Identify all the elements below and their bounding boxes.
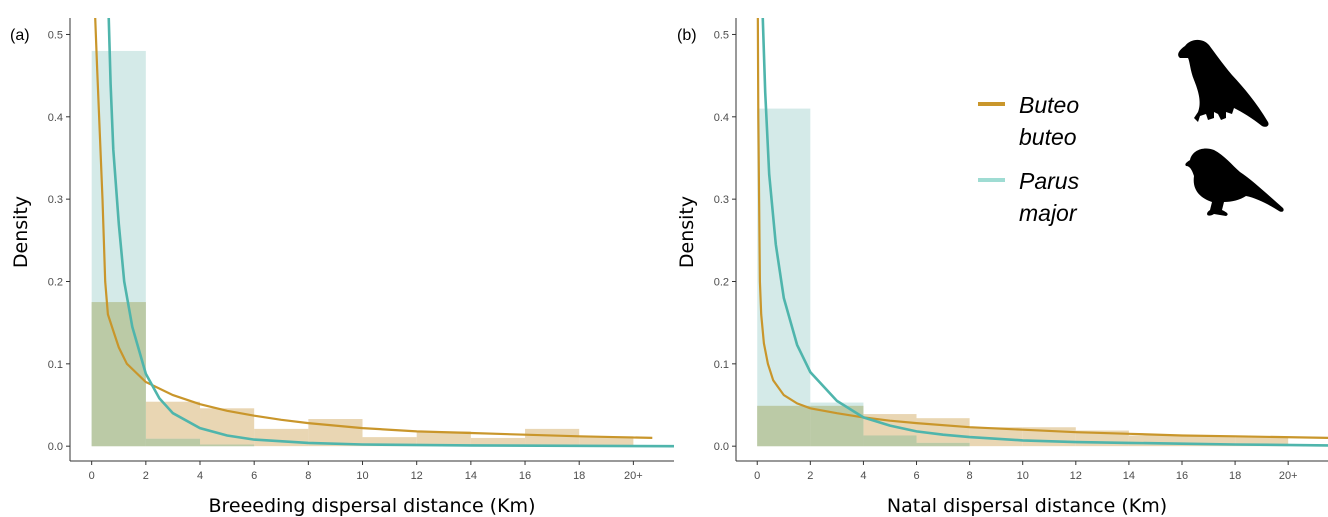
panel-label-a: (a) <box>10 27 30 44</box>
bar-buteo-a-9 <box>579 436 634 447</box>
x-tick-label-a-9: 18 <box>573 470 585 482</box>
density-line-buteo-a <box>94 18 653 439</box>
x-tick-label-b-2: 4 <box>860 470 866 482</box>
legend-label-parus-line1: Parus <box>1019 168 1080 194</box>
panel-label-b: (b) <box>677 27 697 44</box>
x-tick-label-a-5: 10 <box>356 470 368 482</box>
bar-parus-b-0 <box>757 108 811 447</box>
bar-buteo-a-7 <box>470 437 526 447</box>
x-tick-label-b-4: 8 <box>967 470 973 482</box>
bar-buteo-b-8 <box>1181 435 1236 447</box>
bar-overlap-a-2 <box>200 444 255 447</box>
x-tick-label-b-6: 12 <box>1070 470 1082 482</box>
bar-overlap-b-2 <box>863 435 917 447</box>
bar-overlap-a-1 <box>145 438 201 447</box>
legend-label-buteo-line2: buteo <box>1019 124 1077 150</box>
x-tick-label-b-5: 10 <box>1017 470 1029 482</box>
y-tick-label-a-2: 0.2 <box>48 276 63 288</box>
density-line-parus-b <box>761 18 1328 447</box>
y-tick-label-a-4: 0.4 <box>48 112 63 124</box>
y-axis-title-b: Density <box>676 196 698 268</box>
x-tick-label-a-4: 8 <box>305 470 311 482</box>
density-curves-a <box>94 18 674 448</box>
y-axis-title-a: Density <box>10 196 32 268</box>
hawk-silhouette-icon <box>1178 39 1269 127</box>
y-tick-label-b-1: 0.1 <box>714 359 729 371</box>
bar-buteo-a-6 <box>416 431 471 447</box>
panel-b: (b) 0.0 0.1 0.2 0.3 0.4 0.5 0 2 4 6 8 10 12 14 16 18 20+… <box>676 18 1328 517</box>
bar-buteo-a-5 <box>362 437 417 447</box>
bar-overlap-b-0 <box>757 405 811 447</box>
bar-overlap-b-3 <box>916 442 970 447</box>
y-tick-label-a-5: 0.5 <box>48 29 63 41</box>
legend-label-buteo-line1: Buteo <box>1019 92 1079 118</box>
histogram-bars-a <box>91 50 634 447</box>
y-tick-label-b-3: 0.3 <box>714 194 729 206</box>
density-curves-b <box>756 18 1328 447</box>
x-axis-title-a: Breeeding dispersal distance (Km) <box>209 495 536 517</box>
axes-b: 0.0 0.1 0.2 0.3 0.4 0.5 0 2 4 6 8 10 12 14 16 18 20+ <box>714 18 1328 482</box>
panel-a: (a) 0.0 0.1 0.2 0.3 0.4 0.5 0 2 4 6 8 10 12 14 16 18 20+… <box>10 18 674 517</box>
x-tick-label-a-1: 2 <box>143 470 149 482</box>
x-axis-title-b: Natal dispersal distance (Km) <box>887 495 1167 517</box>
y-tick-label-a-3: 0.3 <box>48 194 63 206</box>
x-tick-label-b-0: 0 <box>754 470 760 482</box>
bar-buteo-b-4 <box>969 427 1023 447</box>
y-tick-label-b-5: 0.5 <box>714 29 729 41</box>
bar-buteo-b-7 <box>1128 435 1182 447</box>
y-tick-label-a-0: 0.0 <box>48 441 63 453</box>
x-tick-label-a-2: 4 <box>197 470 203 482</box>
x-tick-label-a-0: 0 <box>89 470 95 482</box>
density-line-buteo-b <box>756 18 1328 439</box>
legend: Buteo buteo Parus major <box>978 39 1284 226</box>
y-tick-label-b-0: 0.0 <box>714 441 729 453</box>
x-tick-label-b-3: 6 <box>913 470 919 482</box>
x-tick-label-b-9: 18 <box>1229 470 1241 482</box>
x-tick-label-b-7: 14 <box>1123 470 1135 482</box>
x-tick-label-a-6: 12 <box>411 470 423 482</box>
x-tick-label-b-8: 16 <box>1176 470 1188 482</box>
x-tick-label-b-10: 20+ <box>1279 470 1298 482</box>
legend-label-parus-line2: major <box>1019 200 1078 226</box>
y-tick-label-b-4: 0.4 <box>714 112 729 124</box>
bar-buteo-b-9 <box>1235 437 1289 447</box>
bar-buteo-a-8 <box>525 428 580 447</box>
density-line-parus-a <box>107 18 674 448</box>
y-tick-label-b-2: 0.2 <box>714 276 729 288</box>
x-tick-label-a-10: 20+ <box>624 470 643 482</box>
x-tick-label-a-3: 6 <box>251 470 257 482</box>
x-tick-label-a-8: 16 <box>519 470 531 482</box>
x-tick-label-a-7: 14 <box>465 470 477 482</box>
x-tick-label-b-1: 2 <box>807 470 813 482</box>
axes-a: 0.0 0.1 0.2 0.3 0.4 0.5 0 2 4 6 8 10 12 14 16 18 20+ <box>48 18 674 482</box>
tit-silhouette-icon <box>1185 148 1284 216</box>
y-tick-label-a-1: 0.1 <box>48 359 63 371</box>
